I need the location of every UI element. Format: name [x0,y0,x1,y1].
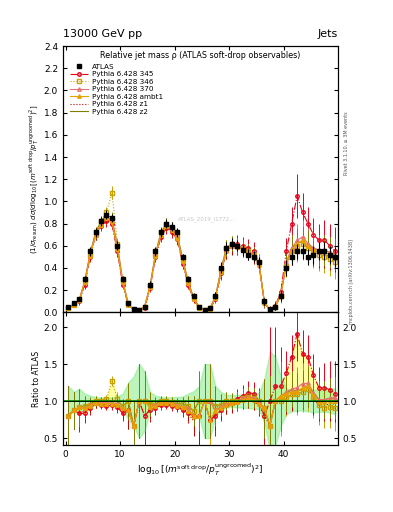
Y-axis label: Ratio to ATLAS: Ratio to ATLAS [32,351,41,407]
Text: mcplots.cern.ch [arXiv:1306.3438]: mcplots.cern.ch [arXiv:1306.3438] [349,239,354,324]
Text: Relative jet mass ρ (ATLAS soft-drop observables): Relative jet mass ρ (ATLAS soft-drop obs… [100,51,301,60]
X-axis label: $\log_{10}[(m^{\rm soft\ drop}/p_T^{\rm ungroomed})^2]$: $\log_{10}[(m^{\rm soft\ drop}/p_T^{\rm … [137,462,264,478]
Text: 13000 GeV pp: 13000 GeV pp [63,29,142,39]
Text: ATLAS_2019_I1772...: ATLAS_2019_I1772... [178,216,236,222]
Text: Rivet 3.1.10, ≥ 3M events: Rivet 3.1.10, ≥ 3M events [344,112,349,175]
Y-axis label: $(1/\sigma_{\rm resum})\ d\sigma/d\log_{10}[(m^{\rm soft\ drop}/p_T^{\rm ungroom: $(1/\sigma_{\rm resum})\ d\sigma/d\log_{… [27,104,41,254]
Text: Jets: Jets [318,29,338,39]
Legend: ATLAS, Pythia 6.428 345, Pythia 6.428 346, Pythia 6.428 370, Pythia 6.428 ambt1,: ATLAS, Pythia 6.428 345, Pythia 6.428 34… [69,63,163,116]
